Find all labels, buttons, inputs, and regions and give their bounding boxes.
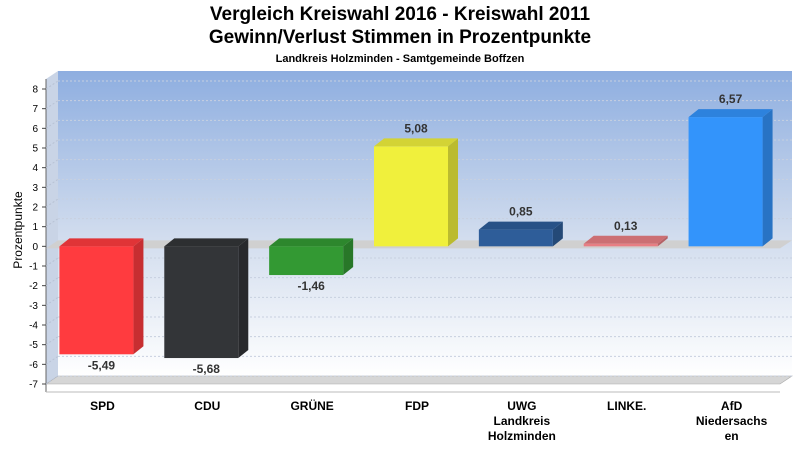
category-label: FDP (405, 399, 429, 413)
gridline-side (45, 80, 59, 90)
y-tick-label: -4 (29, 321, 38, 332)
gridline-side (45, 218, 59, 228)
bar (164, 238, 249, 359)
bar (59, 238, 144, 355)
y-tick-label: -3 (29, 301, 38, 312)
gridline-side (45, 336, 59, 346)
y-tick-label: 4 (32, 163, 38, 174)
category-label: SPD (90, 399, 115, 413)
gridline-side (45, 257, 59, 267)
y-tick-label: 5 (32, 144, 38, 155)
category-label: GRÜNE (290, 398, 333, 413)
bar-top (374, 138, 458, 147)
y-axis-ticks: 8 7 6 5 4 3 2 1 0 -1 -2 -3 -4 -5 -6 -7 (29, 85, 46, 391)
bar-front (269, 246, 344, 276)
y-tick-label: 0 (32, 242, 38, 253)
bar-side (448, 138, 458, 247)
bar-front (164, 246, 239, 359)
bar-top (583, 235, 668, 244)
bars (59, 109, 773, 359)
value-label: 0,85 (509, 205, 533, 219)
bar-front (59, 246, 134, 355)
gridline-side (45, 178, 59, 188)
chart-title-line2: Gewinn/Verlust Stimmen in Prozentpunkte (208, 27, 592, 48)
bar-top (164, 238, 249, 247)
bar (583, 235, 668, 247)
category-label: UWG Landkreis Holzminden (488, 399, 556, 443)
y-tick-label: 7 (32, 104, 38, 115)
bar-top (269, 238, 354, 247)
bar-side (657, 235, 668, 247)
bar-side (238, 238, 249, 359)
gridline-side (45, 198, 59, 208)
bar-front (583, 243, 658, 247)
category-label: CDU (194, 399, 220, 413)
category-labels: SPD CDU GRÜNE FDP UWG Landkreis Holzminden LINK… (90, 398, 767, 443)
gridline-side (45, 296, 59, 306)
y-tick-label: -1 (29, 262, 38, 273)
gridline-side (45, 375, 59, 385)
gridline-side (45, 316, 59, 326)
gridline-side (45, 277, 59, 287)
bar-top (478, 221, 563, 230)
gridline-side (45, 139, 59, 149)
bar-top (688, 109, 773, 118)
bar (688, 109, 773, 247)
value-label: -5,49 (88, 358, 116, 372)
y-tick-label: 6 (32, 124, 38, 135)
bar-side (762, 109, 773, 247)
bar (478, 221, 563, 247)
y-tick-label: 8 (32, 85, 38, 96)
bar-front (688, 117, 763, 247)
bar-side (552, 221, 563, 247)
gridline-side (45, 100, 59, 110)
value-label: -5,68 (193, 362, 221, 376)
plot-left-wall (46, 71, 58, 384)
chart-title-line1: Vergleich Kreiswahl 2016 - Kreiswahl 201… (209, 4, 591, 25)
chart-subtitle: Landkreis Holzminden - Samtgemeinde Boff… (275, 53, 525, 65)
y-tick-label: -2 (29, 281, 38, 292)
y-axis-label: Prozentpunkte (11, 191, 25, 269)
gridline-side (45, 159, 59, 169)
value-label: -1,46 (297, 279, 325, 293)
value-label: 0,13 (614, 219, 638, 233)
bar-top (59, 238, 144, 247)
bar-side (343, 238, 354, 276)
category-label: LINKE. (607, 399, 646, 413)
y-tick-label: 2 (32, 203, 38, 214)
y-tick-label: 1 (32, 222, 38, 233)
gridline-side (45, 355, 59, 365)
value-labels: -5,49 -5,68 -1,46 5,08 0,85 0,13 6,57 (88, 92, 743, 376)
bar (269, 238, 354, 276)
y-tick-label: -6 (29, 360, 38, 371)
bar-front (478, 229, 553, 247)
value-label: 5,08 (404, 121, 428, 135)
bar (374, 138, 458, 247)
y-tick-label: -7 (29, 380, 38, 391)
bar-front (374, 146, 448, 247)
category-label: AfD Niedersachs en (696, 399, 768, 443)
bar-side (133, 238, 144, 355)
gridline-side (45, 119, 59, 129)
plot-floor (45, 375, 793, 385)
y-tick-label: -5 (29, 340, 38, 351)
y-tick-label: 3 (32, 183, 38, 194)
value-label: 6,57 (719, 92, 743, 106)
